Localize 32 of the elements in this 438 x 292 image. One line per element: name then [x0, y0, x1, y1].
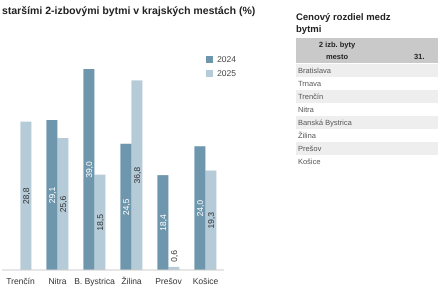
text: Cenový rozdiel medz [296, 12, 390, 24]
data-label: 24,0 [194, 200, 205, 216]
x-tick-label: Nitra [48, 276, 67, 286]
bar [157, 175, 168, 270]
data-label: 36,8 [132, 166, 142, 184]
data-label: 28,8 [20, 187, 31, 204]
bar [20, 122, 32, 270]
data-label: 29,1 [46, 186, 57, 204]
data-label: 24,5 [120, 198, 131, 216]
bar [205, 170, 216, 270]
bar [46, 120, 58, 270]
bar [194, 146, 206, 270]
text: bytmi [296, 24, 322, 36]
data-label: 19,3 [206, 212, 216, 229]
data-label: 18,4 [158, 214, 168, 231]
bar [57, 138, 68, 270]
data-label: 25,6 [58, 195, 68, 212]
data-label: 18,5 [94, 214, 105, 231]
chart-title: staršími 2-izbovými bytmi v krajských mestách (%) [2, 5, 256, 17]
bar [131, 80, 142, 270]
bar [83, 69, 94, 270]
bar [120, 144, 132, 270]
x-tick-label: Žilina [121, 276, 142, 286]
data-label: 39,0 [84, 160, 94, 178]
legend-label: 2025 [217, 68, 236, 78]
data-label: 0,6 [168, 250, 179, 262]
x-tick-label: Trenčín [6, 276, 36, 286]
bar [94, 174, 106, 270]
x-tick-label: Prešov [155, 276, 182, 286]
legend-label: 2024 [217, 54, 236, 64]
x-tick-label: B. Bystrica [74, 276, 116, 286]
x-tick-label: Košice [192, 276, 219, 286]
